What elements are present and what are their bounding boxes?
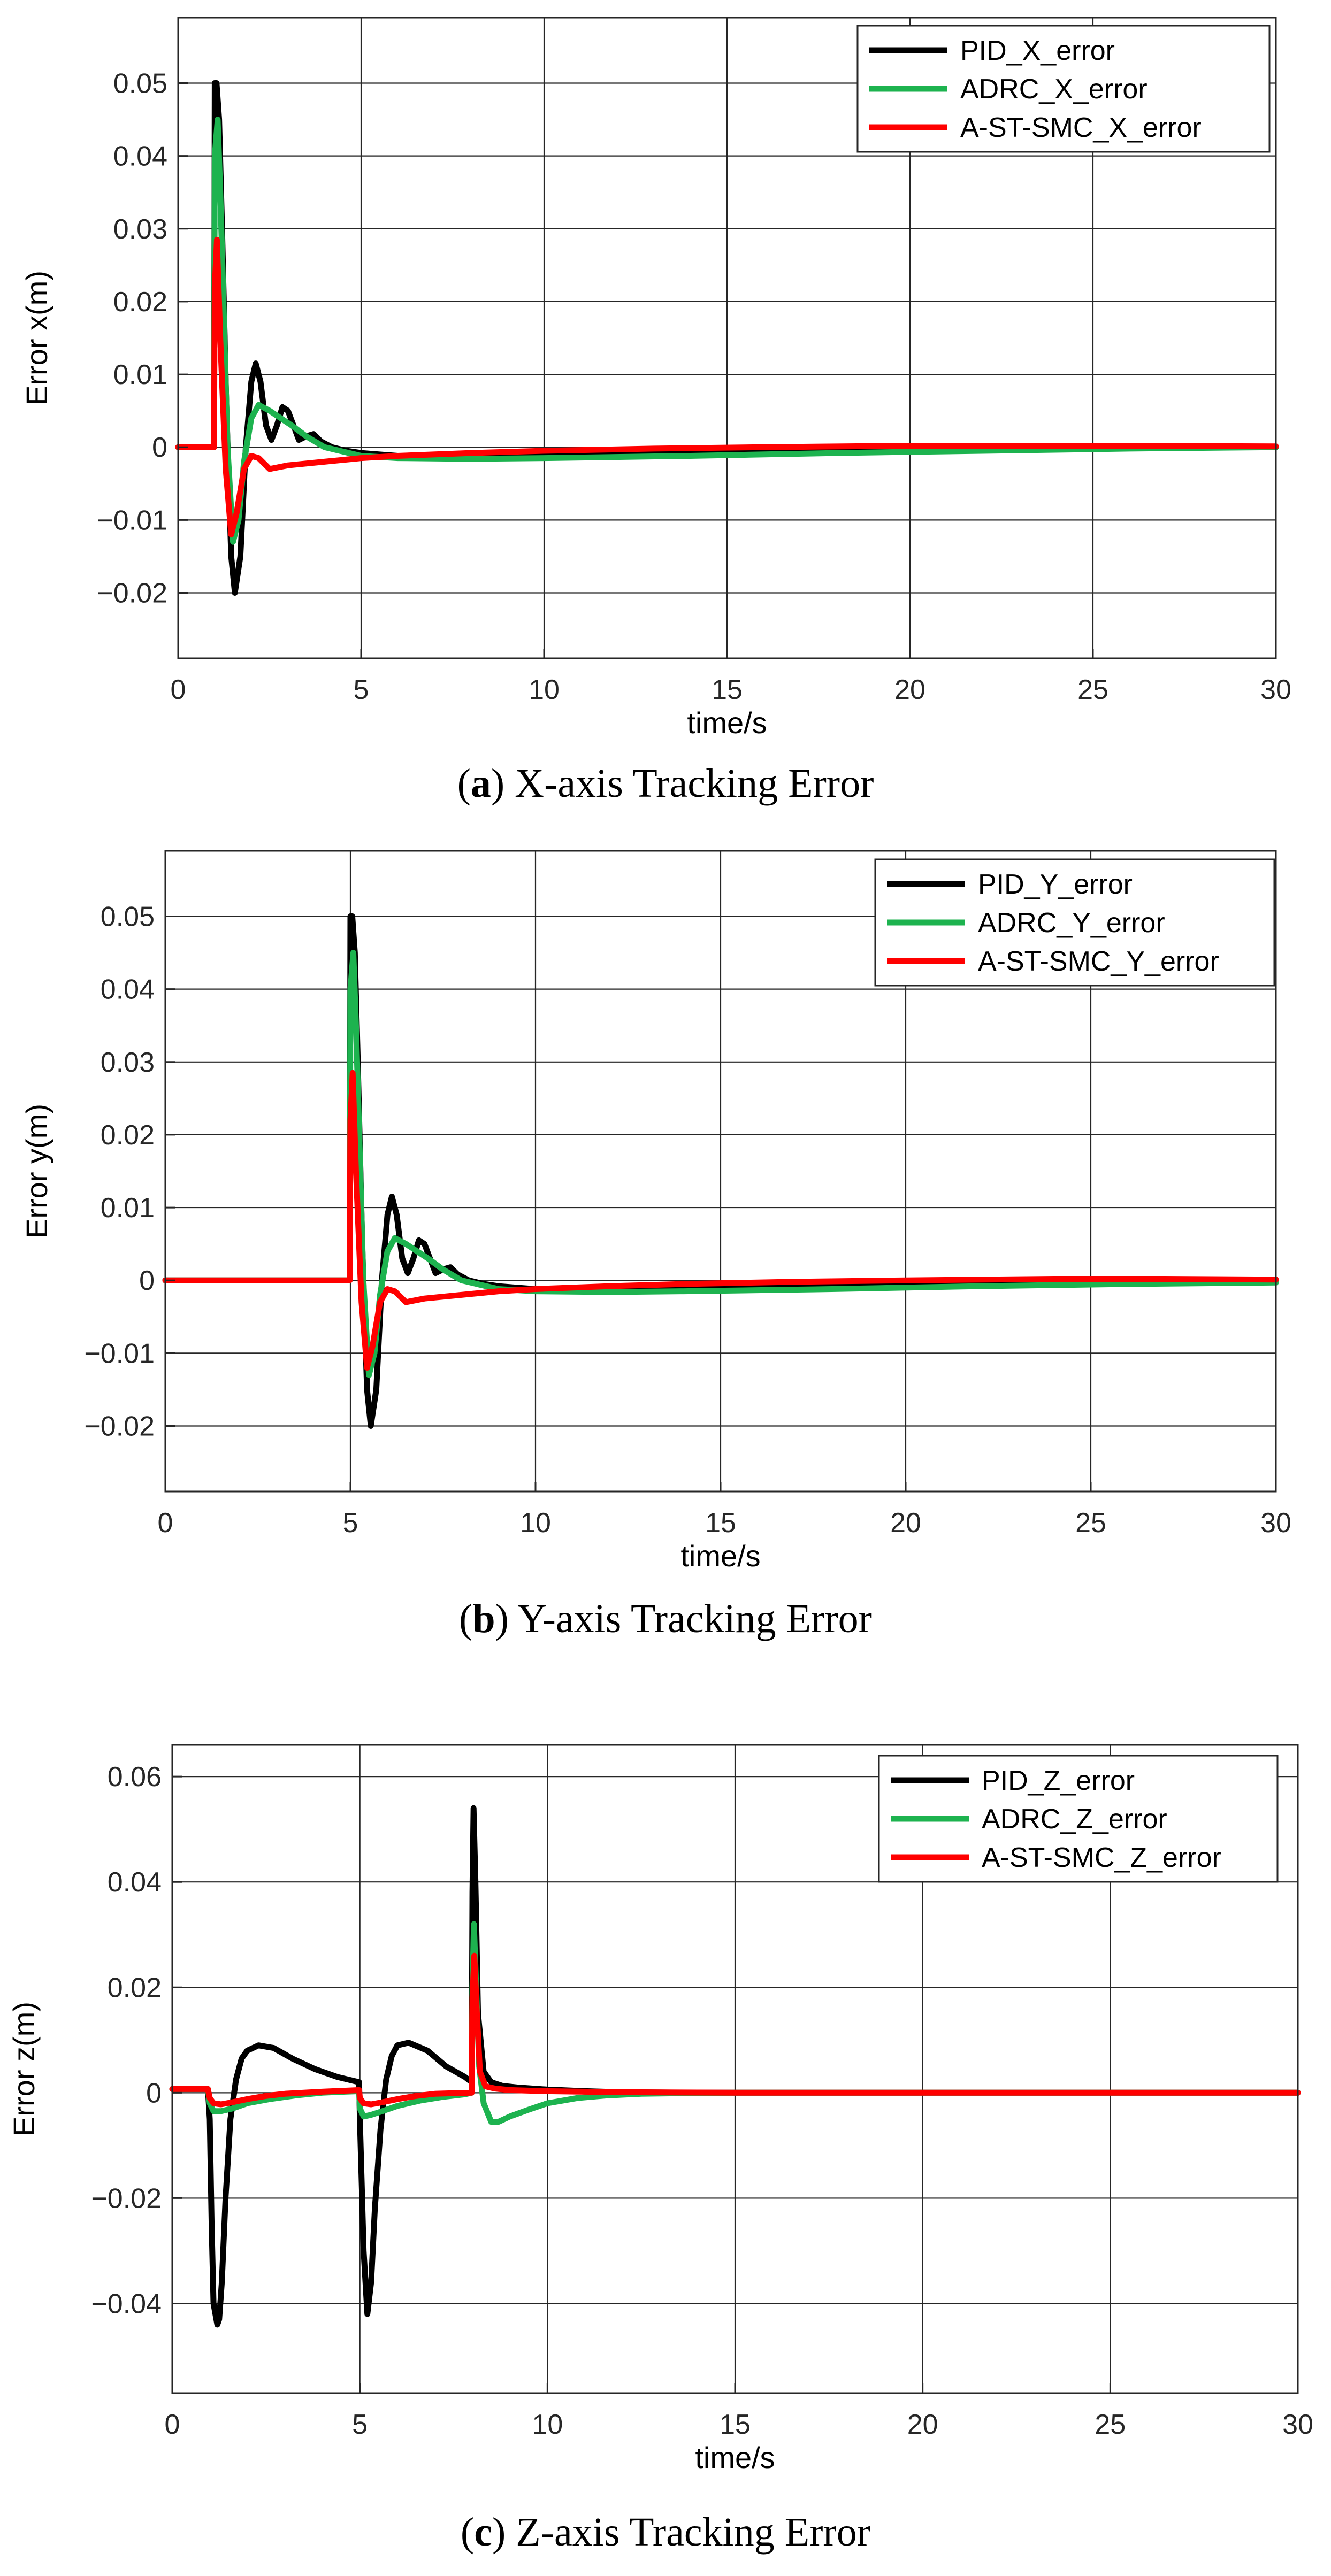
legend-label-A-ST-SMC_Z_error: A-ST-SMC_Z_error xyxy=(982,1842,1221,1873)
y-tick-label: 0.03 xyxy=(101,1047,155,1078)
x-tick-label: 20 xyxy=(894,674,925,705)
y-tick-label: −0.01 xyxy=(84,1338,155,1369)
x-axis-label: time/s xyxy=(695,2441,775,2474)
x-tick-label: 30 xyxy=(1282,2409,1313,2440)
x-tick-label: 20 xyxy=(907,2409,938,2440)
x-tick-label: 5 xyxy=(352,2409,368,2440)
y-axis-label: Error x(m) xyxy=(20,271,53,405)
x-tick-label: 15 xyxy=(712,674,743,705)
y-tick-label: 0 xyxy=(139,1265,155,1296)
x-tick-label: 10 xyxy=(529,674,560,705)
y-axis-label: Error z(m) xyxy=(7,2002,41,2136)
legend: PID_Z_error ADRC_Z_error A-ST-SMC_Z_error xyxy=(878,1755,1279,1883)
y-tick-label: −0.01 xyxy=(97,505,167,536)
y-tick-label: −0.02 xyxy=(84,1411,155,1442)
x-tick-label: 0 xyxy=(165,2409,180,2440)
x-tick-label: 25 xyxy=(1095,2409,1126,2440)
y-tick-label: −0.04 xyxy=(91,2288,162,2319)
y-tick-label: 0.05 xyxy=(101,902,155,933)
x-tick-label: 25 xyxy=(1077,674,1108,705)
series-line-ADRC_Y_error xyxy=(162,950,1279,1378)
figure-caption: (b) Y-axis Tracking Error xyxy=(459,1596,872,1641)
series-line-ADRC_X_error xyxy=(175,117,1279,545)
legend-label-PID_Z_error: PID_Z_error xyxy=(982,1765,1135,1796)
x-axis-label: time/s xyxy=(687,706,767,740)
x-tick-label: 5 xyxy=(354,674,369,705)
y-tick-label: 0.02 xyxy=(108,1972,162,2003)
y-tick-label: −0.02 xyxy=(91,2183,162,2214)
x-axis-label: time/s xyxy=(680,1539,760,1573)
y-tick-label: 0.05 xyxy=(113,68,167,99)
legend: PID_Y_error ADRC_Y_error A-ST-SMC_Y_error xyxy=(874,858,1275,987)
series-line-A-ST-SMC_X_error xyxy=(175,236,1279,538)
x-tick-label: 10 xyxy=(532,2409,563,2440)
legend-label-PID_X_error: PID_X_error xyxy=(960,35,1115,66)
legend-label-A-ST-SMC_X_error: A-ST-SMC_X_error xyxy=(960,112,1202,143)
y-tick-label: 0.02 xyxy=(113,287,167,318)
x-tick-label: 10 xyxy=(520,1508,551,1539)
series-line-A-ST-SMC_Z_error xyxy=(169,1952,1301,2108)
y-tick-label: 0 xyxy=(152,432,167,463)
x-tick-label: 30 xyxy=(1260,674,1291,705)
y-tick-label: 0.01 xyxy=(113,359,167,390)
y-tick-label: 0.06 xyxy=(108,1762,162,1793)
series-line-A-ST-SMC_Y_error xyxy=(162,1070,1279,1371)
y-tick-label: 0.02 xyxy=(101,1120,155,1151)
chart-panel-b: 0 5 10 15 20 25 30 −0.02 −0.01 0 0.01 0.02 0.03 0.04 0… xyxy=(20,850,1291,1641)
y-axis-label: Error y(m) xyxy=(20,1104,53,1239)
y-tick-label: 0.04 xyxy=(101,974,155,1005)
legend: PID_X_error ADRC_X_error A-ST-SMC_X_error xyxy=(856,25,1271,153)
y-tick-label: −0.02 xyxy=(97,578,167,609)
x-tick-label: 20 xyxy=(890,1508,921,1539)
x-tick-label: 30 xyxy=(1260,1508,1291,1539)
figure-caption: (c) Z-axis Tracking Error xyxy=(461,2510,870,2555)
x-tick-label: 15 xyxy=(705,1508,736,1539)
x-tick-label: 0 xyxy=(171,674,186,705)
legend-label-A-ST-SMC_Y_error: A-ST-SMC_Y_error xyxy=(978,946,1219,977)
x-tick-label: 25 xyxy=(1075,1508,1106,1539)
y-tick-label: 0.01 xyxy=(101,1193,155,1224)
legend-label-ADRC_X_error: ADRC_X_error xyxy=(960,74,1148,105)
legend-label-PID_Y_error: PID_Y_error xyxy=(978,869,1133,900)
figure-caption: (a) X-axis Tracking Error xyxy=(457,761,874,806)
y-tick-label: 0.04 xyxy=(108,1867,162,1898)
legend-label-ADRC_Z_error: ADRC_Z_error xyxy=(982,1804,1167,1835)
y-tick-label: 0 xyxy=(146,2078,162,2109)
y-tick-label: 0.04 xyxy=(113,141,167,172)
y-tick-label: 0.03 xyxy=(113,214,167,245)
chart-panel-a: 0 5 10 15 20 25 30 −0.02 −0.01 0 0.01 0.02 0.03 0.04 0… xyxy=(20,17,1291,806)
chart-panel-c: 0 5 10 15 20 25 30 −0.04 −0.02 0 0.02 0.04 0.06 time/… xyxy=(7,1744,1313,2555)
legend-label-ADRC_Y_error: ADRC_Y_error xyxy=(978,908,1165,939)
x-tick-label: 0 xyxy=(158,1508,173,1539)
x-tick-label: 5 xyxy=(343,1508,358,1539)
x-tick-label: 15 xyxy=(720,2409,751,2440)
